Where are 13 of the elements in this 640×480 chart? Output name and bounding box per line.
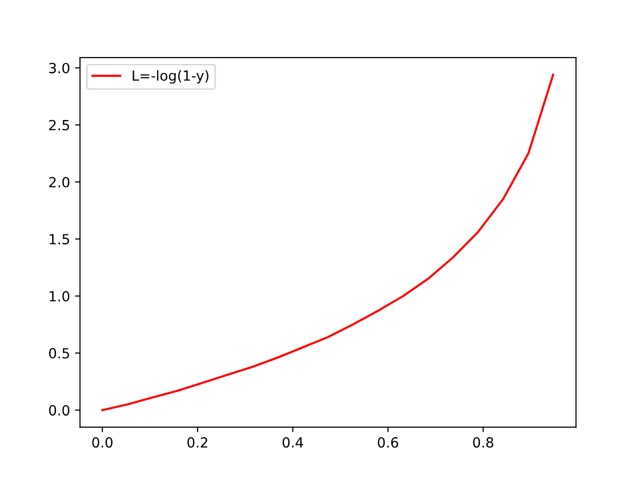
x-tick-label: 0.8: [473, 437, 494, 448]
x-tick-label: 0.4: [282, 437, 304, 448]
legend-label: L=-log(1-y): [132, 70, 208, 84]
y-tick-label: 1.5: [50, 234, 70, 244]
y-tick-label: 0.5: [49, 348, 70, 359]
x-tick-label: 0.6: [378, 437, 398, 448]
y-tick-label: 2.0: [49, 176, 70, 188]
x-tick-label: 0.0: [92, 437, 112, 448]
x-tick-label: 0.2: [187, 437, 208, 448]
y-tick-label: 3.0: [49, 62, 70, 74]
y-tick-label: 1.0: [50, 290, 70, 302]
y-tick-label: 0.0: [49, 405, 70, 416]
y-tick-label: 2.5: [49, 120, 70, 130]
